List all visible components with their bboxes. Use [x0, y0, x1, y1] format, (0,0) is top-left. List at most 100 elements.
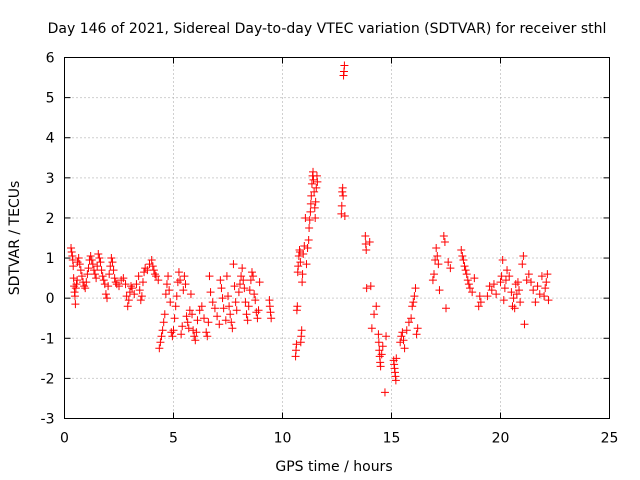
data-point — [459, 256, 468, 265]
data-point — [544, 296, 553, 305]
data-point — [243, 316, 252, 325]
data-point — [130, 290, 139, 299]
data-point — [176, 276, 185, 285]
data-point — [81, 284, 90, 293]
data-point — [462, 270, 471, 279]
data-point — [84, 264, 93, 273]
data-point — [516, 298, 525, 307]
data-point — [110, 274, 119, 283]
data-point — [306, 207, 315, 216]
data-point — [313, 177, 322, 186]
data-point — [246, 276, 255, 285]
data-point — [138, 278, 147, 287]
data-point — [430, 270, 439, 279]
y-tick-label: 3 — [46, 171, 55, 187]
data-point — [174, 268, 183, 277]
data-point — [533, 282, 542, 291]
data-point — [149, 266, 158, 275]
data-point — [535, 290, 544, 299]
data-point — [337, 201, 346, 210]
data-point — [240, 284, 249, 293]
data-point — [179, 286, 188, 295]
data-point — [312, 183, 321, 192]
data-point — [444, 258, 453, 267]
data-point — [202, 328, 211, 337]
data-point — [376, 362, 385, 371]
data-point — [232, 306, 241, 315]
data-point — [93, 262, 102, 271]
data-point — [374, 338, 383, 347]
data-point — [237, 272, 246, 281]
data-point — [254, 306, 263, 315]
data-point — [213, 312, 222, 321]
data-point — [428, 276, 437, 285]
data-point — [378, 342, 387, 351]
data-point — [219, 304, 228, 313]
data-point — [465, 284, 474, 293]
data-point — [431, 256, 440, 265]
data-point — [69, 274, 78, 283]
data-point — [121, 280, 130, 289]
data-point — [217, 284, 226, 293]
data-point — [439, 231, 448, 240]
y-tick-label: 2 — [46, 211, 55, 227]
data-point — [397, 332, 406, 341]
data-point — [192, 328, 201, 337]
data-point — [505, 272, 514, 281]
data-point — [183, 318, 192, 327]
data-point — [226, 310, 235, 319]
data-point — [338, 183, 347, 192]
data-point — [171, 302, 180, 311]
data-point — [297, 326, 306, 335]
y-tick-label: 5 — [46, 91, 55, 107]
data-point — [412, 330, 421, 339]
data-point — [398, 328, 407, 337]
data-point — [94, 250, 103, 259]
data-point — [458, 252, 467, 261]
data-point — [339, 191, 348, 200]
data-point — [487, 286, 496, 295]
data-point — [540, 292, 549, 301]
data-point — [72, 280, 81, 289]
data-point — [311, 213, 320, 222]
data-point — [470, 274, 479, 283]
data-point — [89, 266, 98, 275]
data-point — [105, 270, 114, 279]
data-point — [184, 324, 193, 333]
data-point — [399, 336, 408, 345]
data-point — [107, 254, 116, 263]
data-point — [446, 264, 455, 273]
data-point — [498, 256, 507, 265]
data-point — [410, 292, 419, 301]
data-point — [239, 276, 248, 285]
data-point — [76, 266, 85, 275]
data-point — [177, 330, 186, 339]
data-point — [515, 286, 524, 295]
data-point — [242, 310, 251, 319]
data-point — [475, 292, 484, 301]
data-point — [440, 238, 449, 247]
data-point — [115, 282, 123, 291]
data-point — [265, 302, 274, 311]
data-point — [537, 272, 546, 281]
data-point — [307, 191, 316, 200]
y-tick-label: 6 — [46, 51, 55, 67]
data-point — [165, 286, 174, 295]
data-point — [518, 260, 527, 269]
data-point — [255, 278, 264, 287]
data-point — [503, 266, 512, 275]
data-point — [108, 258, 117, 267]
data-point — [122, 292, 131, 301]
data-point — [302, 260, 311, 269]
data-point — [247, 268, 256, 277]
data-point — [109, 266, 118, 275]
data-point — [204, 318, 213, 327]
data-point — [158, 326, 167, 335]
data-point — [145, 260, 154, 269]
data-point — [197, 302, 206, 311]
data-point — [253, 314, 262, 323]
data-point — [168, 332, 177, 341]
data-point — [362, 246, 371, 255]
data-point — [366, 282, 375, 291]
data-point — [75, 260, 84, 269]
